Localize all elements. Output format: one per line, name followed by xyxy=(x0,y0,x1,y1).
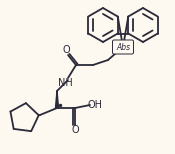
Polygon shape xyxy=(55,91,58,108)
FancyBboxPatch shape xyxy=(113,40,134,54)
Text: OH: OH xyxy=(88,100,103,110)
Text: O: O xyxy=(62,45,70,55)
Text: NH: NH xyxy=(58,78,72,88)
Text: Abs: Abs xyxy=(116,43,130,51)
Text: O: O xyxy=(71,125,79,135)
